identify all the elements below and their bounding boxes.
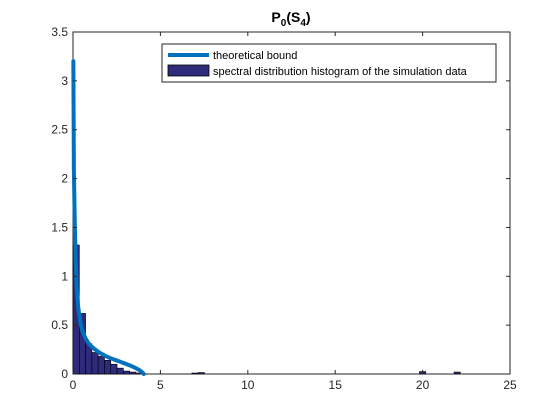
histogram-bar: [91, 352, 99, 375]
legend-label-theoretical: theoretical bound: [213, 50, 297, 62]
histogram-bar: [116, 367, 124, 375]
histogram-bar: [197, 372, 205, 375]
legend-label-histogram: spectral distribution histogram of the s…: [213, 66, 468, 78]
y-tick-label: 1.5: [51, 220, 68, 234]
y-tick-label: 1: [61, 269, 68, 283]
histogram-bar: [97, 356, 105, 375]
y-tick-label: 3.5: [51, 25, 68, 39]
title-subscript-2: 4: [300, 18, 306, 29]
legend-box: [161, 43, 497, 83]
theoretical-bound-line: [71, 59, 146, 376]
plot-area: [72, 31, 511, 375]
title-middle: (S: [286, 9, 300, 25]
theoretical-bound-layer: [71, 59, 146, 376]
y-tick-label: 3: [61, 74, 68, 88]
x-tick-label: 10: [241, 378, 255, 392]
legend: theoretical bound spectral distribution …: [161, 43, 497, 83]
histogram-bar: [191, 372, 199, 375]
title-main: P: [271, 9, 280, 25]
histogram-bar: [129, 371, 137, 375]
histogram-bar: [110, 363, 118, 375]
x-axis-ticks: 0 5 10 15 20 25: [70, 32, 517, 392]
y-tick-label: 0: [61, 367, 68, 381]
legend-bar-swatch: [167, 64, 210, 77]
y-axis-ticks: 0 0.5 1 1.5 2 2.5 3 3.5: [51, 25, 510, 381]
title-end: ): [306, 9, 311, 25]
x-tick-label: 0: [70, 378, 77, 392]
y-tick-label: 2.5: [51, 123, 68, 137]
x-tick-label: 20: [416, 378, 430, 392]
x-tick-label: 5: [157, 378, 164, 392]
chart-title: P0(S4): [271, 9, 310, 29]
x-tick-label: 25: [503, 378, 517, 392]
histogram-bar: [453, 371, 461, 375]
histogram-bar: [123, 370, 130, 375]
x-tick-label: 15: [329, 378, 343, 392]
y-tick-label: 0.5: [51, 318, 68, 332]
title-subscript-1: 0: [281, 18, 287, 29]
histogram-bar: [104, 360, 112, 375]
y-tick-label: 2: [61, 172, 68, 186]
histogram-bars: [72, 244, 461, 375]
